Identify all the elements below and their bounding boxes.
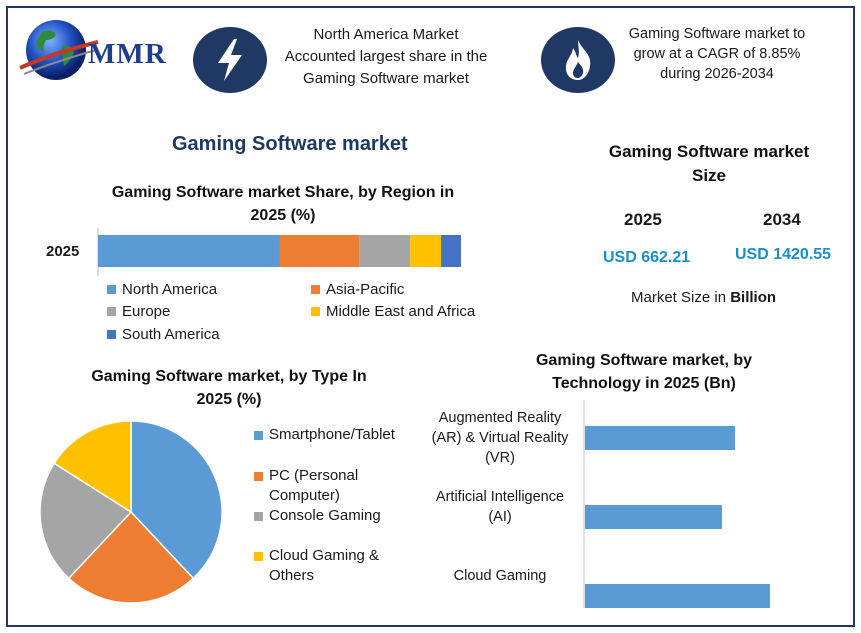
infographic-frame [6, 6, 855, 627]
region-bar-segment-south-america [441, 235, 461, 267]
type-chart-title: Gaming Software market, by Type In 2025 … [62, 365, 396, 411]
legend-label: Middle East and Africa [326, 303, 476, 320]
region-chart-title: Gaming Software market Share, by Region … [88, 181, 478, 227]
legend-swatch [311, 285, 320, 294]
legend-label: North America [122, 281, 218, 298]
tech-category-label-ar-vr: Augmented Reality (AR) & Virtual Reality… [420, 408, 580, 468]
legend-swatch [311, 307, 320, 316]
type-chart-title-line-1: Gaming Software market, by Type In [91, 368, 367, 385]
legend-swatch [254, 431, 263, 440]
legend-label: Smartphone/Tablet [269, 426, 395, 443]
lightning-icon [193, 27, 267, 93]
region-legend: North America Asia-Pacific Europe Middle… [107, 281, 507, 351]
header-fact-2-line-1: Gaming Software market to [628, 26, 806, 42]
legend-item-north-america: North America [107, 281, 217, 298]
header-fact-1: North America Market Accounted largest s… [266, 24, 506, 90]
legend-swatch [254, 472, 263, 481]
technology-chart-title: Gaming Software market, by Technology in… [512, 349, 776, 395]
flame-icon [541, 27, 615, 93]
type-legend: Smartphone/Tablet PC (Personal Computer)… [254, 425, 424, 590]
pie-slice-smartphone-tablet [130, 420, 223, 580]
header-fact-2-line-3: during 2026-2034 [660, 66, 774, 82]
legend-item-console-gaming: Console Gaming [254, 506, 381, 526]
tech-label-line-3: (VR) [485, 450, 515, 466]
legend-swatch [254, 512, 263, 521]
legend-label-line-1: PC (Personal [269, 467, 359, 484]
region-stacked-bar [97, 228, 461, 276]
main-title: Gaming Software market [172, 133, 408, 155]
globe-icon [19, 20, 99, 80]
region-bar-segment-asia-pacific [279, 235, 360, 267]
market-size-title-line-2: Size [691, 166, 727, 185]
legend-swatch [107, 285, 116, 294]
legend-swatch [107, 307, 116, 316]
legend-swatch [254, 552, 263, 561]
tech-bar-artificial-intelligence-ai [585, 505, 722, 529]
legend-label-line-2: Others [269, 567, 315, 584]
market-size-title: Gaming Software market Size [590, 140, 828, 188]
legend-item-south-america: South America [107, 326, 220, 343]
market-size-note-unit: Billion [730, 289, 777, 306]
legend-item-pc: PC (Personal Computer) [254, 466, 358, 506]
tech-label-line-2: (AI) [488, 509, 512, 525]
technology-chart-title-line-1: Gaming Software market, by [535, 352, 753, 369]
legend-label: South America [122, 326, 220, 343]
market-size-year-2034: 2034 [763, 210, 801, 229]
tech-label-line-1: Cloud Gaming [453, 568, 547, 584]
region-chart-title-line-2: 2025 (%) [250, 207, 316, 224]
tech-bar-cloud-gaming [585, 584, 770, 608]
legend-item-cloud-gaming-others: Cloud Gaming & Others [254, 546, 379, 586]
region-chart-category-label: 2025 [46, 243, 80, 260]
header-fact-2-line-2: grow at a CAGR of 8.85% [633, 46, 801, 62]
type-pie-chart [39, 420, 223, 604]
legend-label: Cloud Gaming & Others [269, 546, 379, 586]
region-bar-segment-europe [359, 235, 411, 267]
legend-label: PC (Personal Computer) [269, 466, 358, 506]
tech-label-line-1: Artificial Intelligence [435, 489, 565, 505]
legend-item-middle-east-africa: Middle East and Africa [311, 303, 475, 320]
tech-category-label-ai: Artificial Intelligence (AI) [420, 487, 580, 527]
market-size-title-line-1: Gaming Software market [608, 142, 810, 161]
legend-item-asia-pacific: Asia-Pacific [311, 281, 404, 298]
region-bar-segment-north-america [98, 235, 280, 267]
region-bar-segment-middle-east-and-africa [410, 235, 442, 267]
header-fact-1-line-1: North America Market [313, 26, 459, 43]
legend-label-line-2: Computer) [269, 487, 340, 504]
technology-bar-chart [583, 400, 770, 608]
pie-slice-cloud-gaming-others [53, 420, 132, 514]
legend-label: Asia-Pacific [326, 281, 405, 298]
type-chart-title-line-2: 2025 (%) [196, 391, 262, 408]
header-fact-1-line-2: Accounted largest share in the [284, 48, 488, 65]
legend-item-europe: Europe [107, 303, 170, 320]
mmr-logo [14, 12, 184, 92]
logo-text: MMR [88, 38, 167, 70]
tech-label-line-2: (AR) & Virtual Reality [431, 430, 569, 446]
market-size-note-prefix: Market Size in [631, 289, 731, 306]
tech-category-label-cloud: Cloud Gaming [420, 566, 580, 586]
pie-slice-pc-personal-computer [67, 510, 195, 604]
legend-label: Console Gaming [269, 507, 381, 524]
header-fact-2: Gaming Software market to grow at a CAGR… [612, 24, 822, 84]
legend-label: Europe [122, 303, 171, 320]
legend-label-line-1: Cloud Gaming & [269, 547, 380, 564]
tech-label-line-1: Augmented Reality [438, 410, 562, 426]
market-size-year-2025: 2025 [624, 210, 662, 229]
legend-swatch [107, 330, 116, 339]
market-size-value-2034: USD 1420.55 [735, 246, 832, 263]
technology-chart-title-line-2: Technology in 2025 (Bn) [552, 375, 736, 392]
legend-item-smartphone-tablet: Smartphone/Tablet [254, 425, 395, 445]
pie-slice-console-gaming [39, 462, 133, 580]
header-fact-1-line-3: Gaming Software market [303, 70, 469, 87]
tech-bar-augmented-reality-ar-virtual-reality-vr [585, 426, 735, 450]
market-size-value-2025: USD 662.21 [603, 249, 691, 266]
market-size-note: Market Size in Billion [631, 289, 776, 306]
region-chart-title-line-1: Gaming Software market Share, by Region … [111, 184, 455, 201]
